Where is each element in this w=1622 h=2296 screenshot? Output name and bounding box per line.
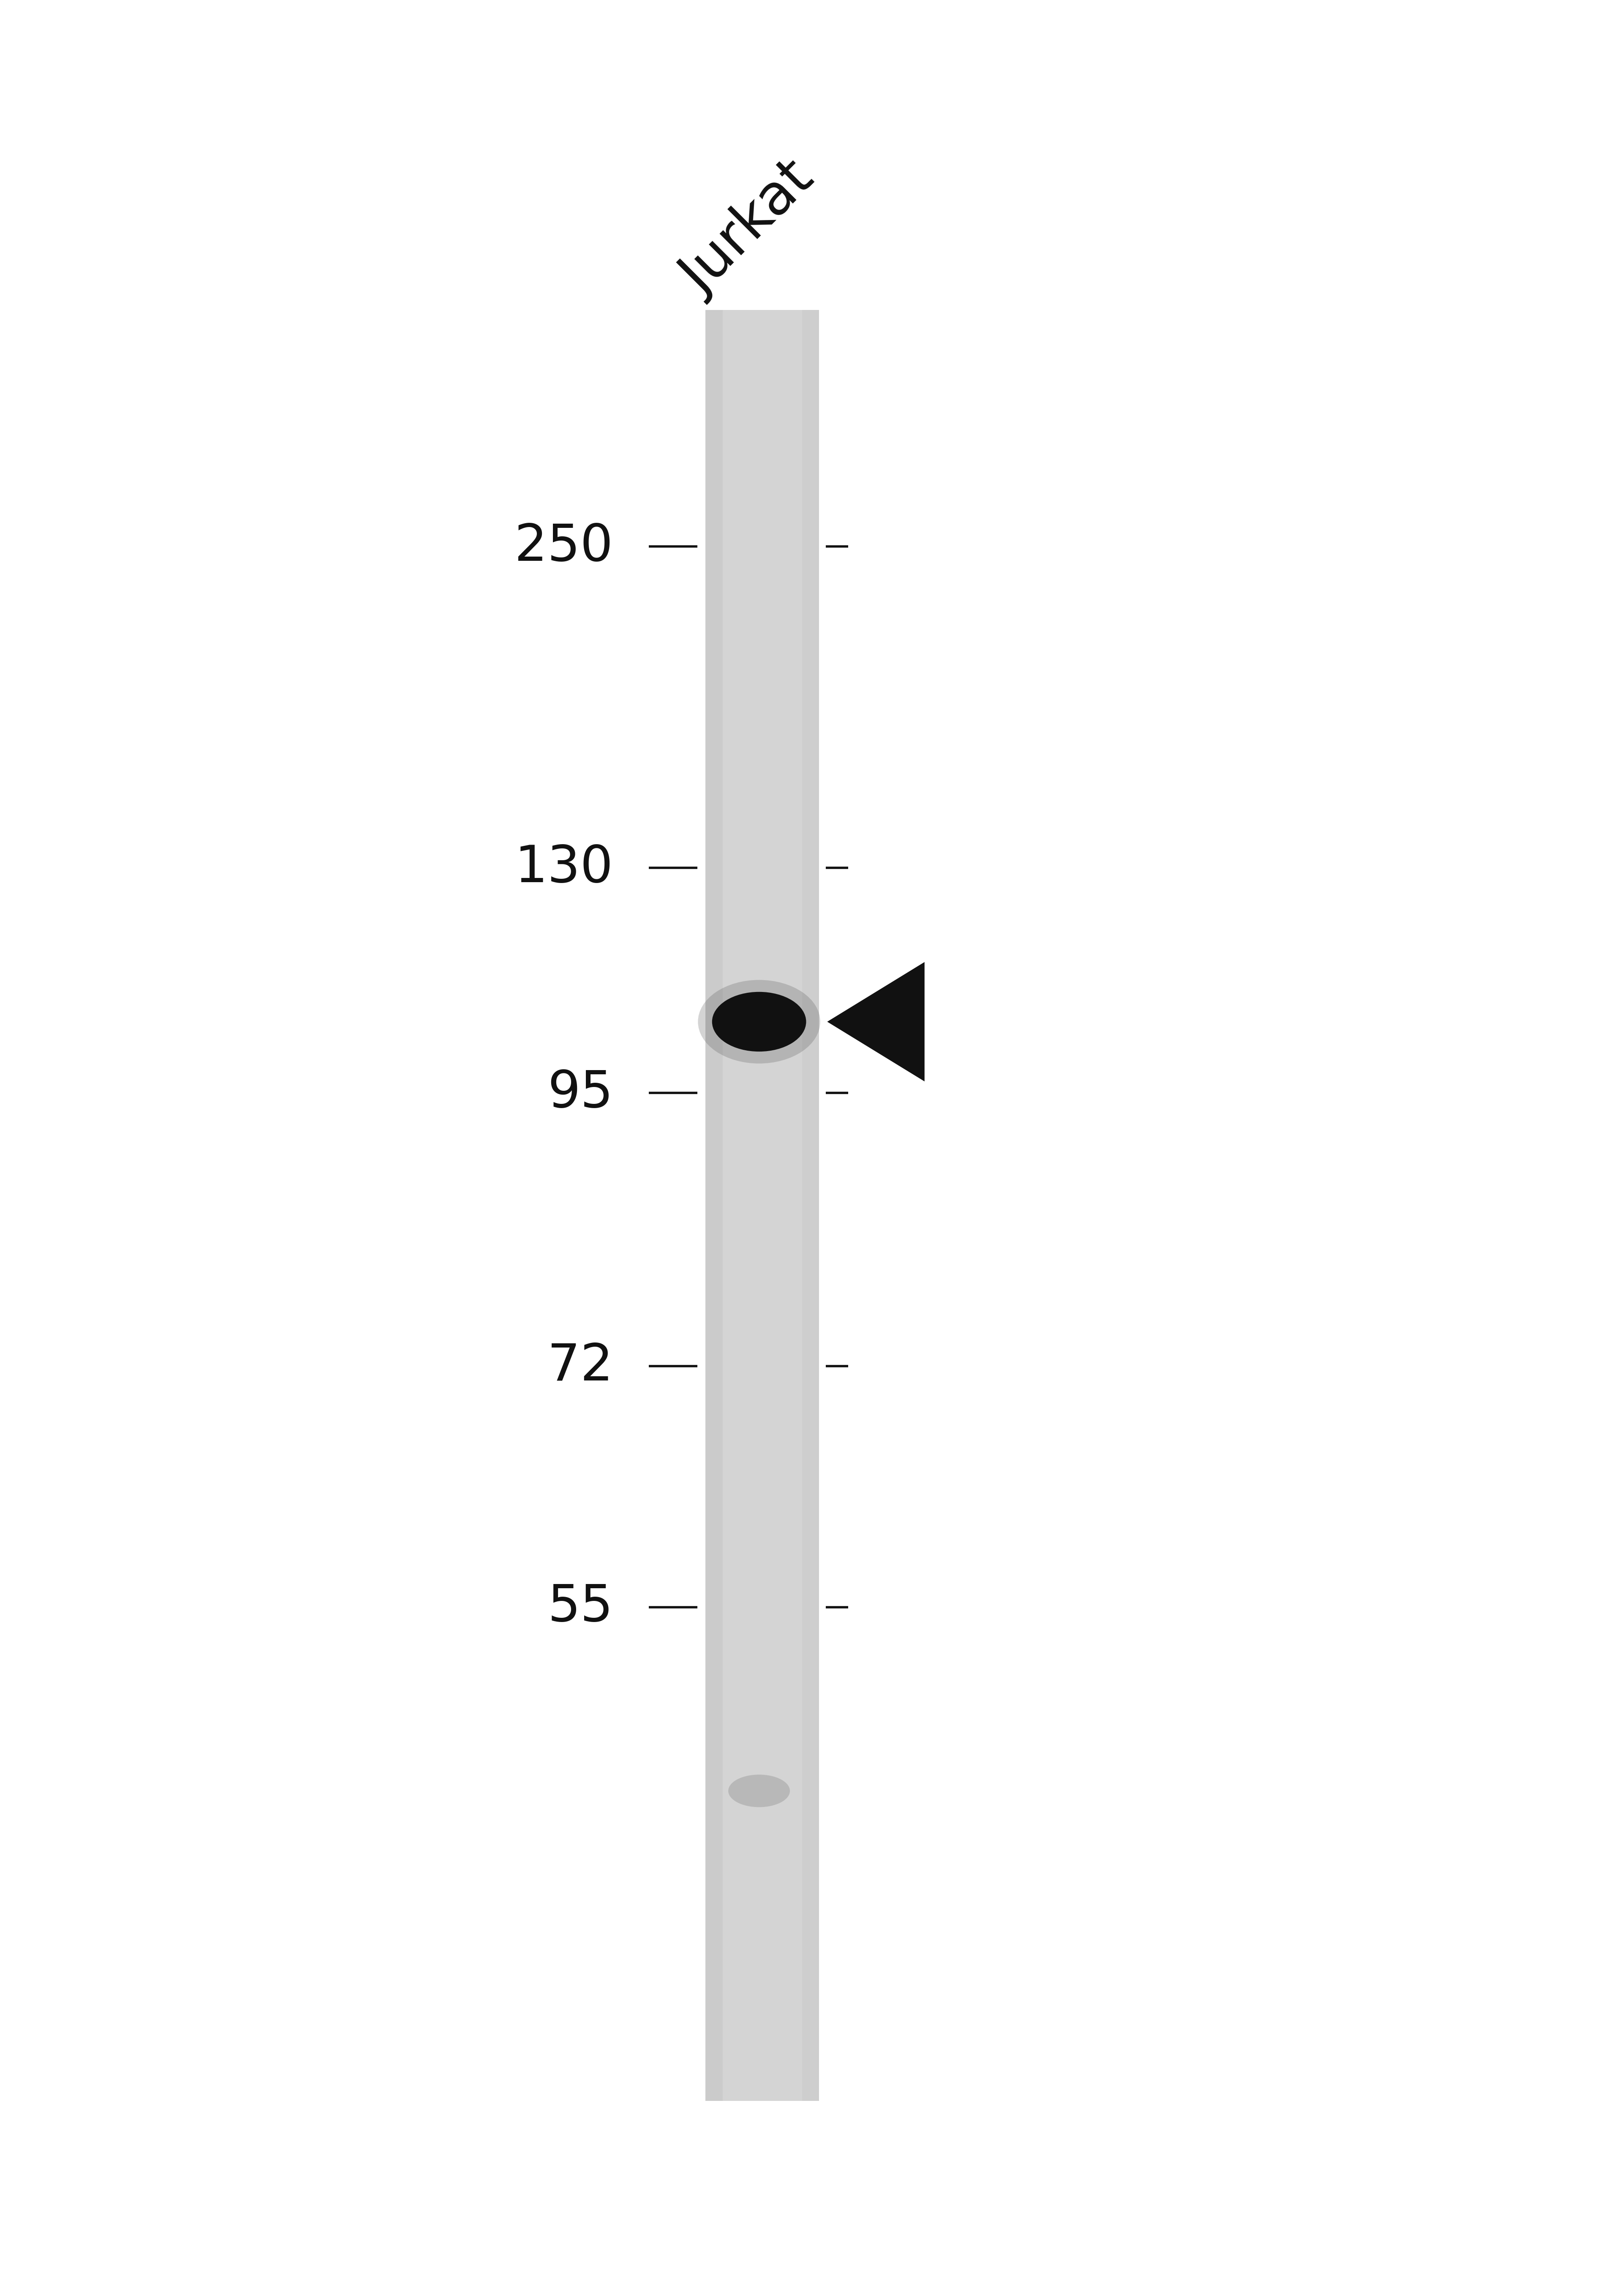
Text: 55: 55 bbox=[548, 1582, 613, 1632]
Ellipse shape bbox=[728, 1775, 790, 1807]
Text: Jurkat: Jurkat bbox=[673, 154, 826, 305]
Bar bbox=[706, 310, 723, 2101]
Polygon shape bbox=[827, 962, 925, 1081]
Text: 95: 95 bbox=[548, 1068, 613, 1118]
Bar bbox=[801, 310, 819, 2101]
Text: 72: 72 bbox=[547, 1341, 613, 1391]
Text: 130: 130 bbox=[514, 843, 613, 893]
Bar bbox=[706, 310, 819, 2101]
Ellipse shape bbox=[697, 980, 821, 1063]
Ellipse shape bbox=[712, 992, 806, 1052]
Text: 250: 250 bbox=[514, 521, 613, 572]
